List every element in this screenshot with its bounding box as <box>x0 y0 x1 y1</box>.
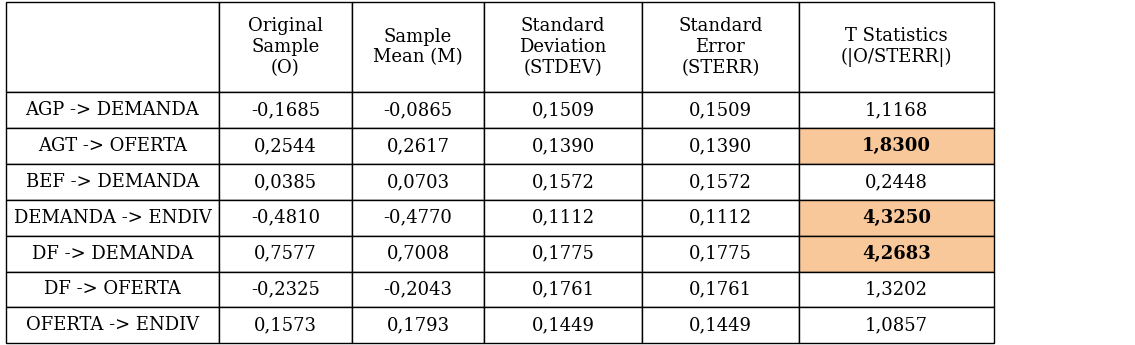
Text: 0,1761: 0,1761 <box>531 280 595 298</box>
Bar <box>219 272 352 307</box>
Bar <box>6 307 219 343</box>
Text: T Statistics
(|O/STERR|): T Statistics (|O/STERR|) <box>841 27 952 67</box>
Text: 4,3250: 4,3250 <box>863 209 931 227</box>
Bar <box>485 236 641 272</box>
Bar <box>799 272 994 307</box>
Bar <box>6 200 219 236</box>
Bar <box>6 272 219 307</box>
Bar <box>799 200 994 236</box>
Bar <box>799 92 994 128</box>
Bar <box>6 128 219 164</box>
Text: 0,1509: 0,1509 <box>689 101 751 119</box>
Text: -0,4770: -0,4770 <box>384 209 453 227</box>
Text: -0,4810: -0,4810 <box>251 209 320 227</box>
Bar <box>219 164 352 200</box>
Bar <box>799 307 994 343</box>
Text: 0,1573: 0,1573 <box>254 316 317 334</box>
Bar <box>641 200 799 236</box>
Bar <box>352 128 485 164</box>
Bar <box>352 272 485 307</box>
Text: 0,1112: 0,1112 <box>531 209 595 227</box>
Text: 0,7008: 0,7008 <box>387 245 449 263</box>
Bar <box>641 164 799 200</box>
Text: DF -> DEMANDA: DF -> DEMANDA <box>32 245 193 263</box>
Bar <box>641 236 799 272</box>
Bar <box>799 164 994 200</box>
Text: -0,2325: -0,2325 <box>251 280 320 298</box>
Text: 0,1449: 0,1449 <box>689 316 751 334</box>
Text: 0,1112: 0,1112 <box>689 209 751 227</box>
Text: 0,1761: 0,1761 <box>689 280 751 298</box>
Text: 0,0703: 0,0703 <box>387 173 449 191</box>
Text: DEMANDA -> ENDIV: DEMANDA -> ENDIV <box>14 209 211 227</box>
Text: Original
Sample
(O): Original Sample (O) <box>247 17 323 77</box>
Bar <box>6 92 219 128</box>
Text: 0,1509: 0,1509 <box>531 101 595 119</box>
Bar <box>219 128 352 164</box>
Bar <box>352 2 485 92</box>
Text: 1,3202: 1,3202 <box>865 280 928 298</box>
Bar <box>641 272 799 307</box>
Text: 0,2617: 0,2617 <box>387 137 449 155</box>
Bar <box>641 128 799 164</box>
Bar <box>6 2 219 92</box>
Bar <box>485 164 641 200</box>
Text: AGT -> OFERTA: AGT -> OFERTA <box>37 137 187 155</box>
Text: Sample
Mean (M): Sample Mean (M) <box>373 28 463 66</box>
Text: OFERTA -> ENDIV: OFERTA -> ENDIV <box>26 316 199 334</box>
Bar <box>352 200 485 236</box>
Bar <box>485 128 641 164</box>
Bar <box>485 2 641 92</box>
Text: 0,1572: 0,1572 <box>689 173 751 191</box>
Bar <box>485 200 641 236</box>
Bar <box>641 2 799 92</box>
Bar <box>799 128 994 164</box>
Bar <box>219 200 352 236</box>
Bar <box>641 307 799 343</box>
Text: BEF -> DEMANDA: BEF -> DEMANDA <box>26 173 199 191</box>
Text: Standard
Error
(STERR): Standard Error (STERR) <box>678 17 763 77</box>
Text: -0,1685: -0,1685 <box>251 101 320 119</box>
Text: 4,2683: 4,2683 <box>863 245 931 263</box>
Text: 1,1168: 1,1168 <box>865 101 928 119</box>
Text: 0,1572: 0,1572 <box>531 173 595 191</box>
Text: AGP -> DEMANDA: AGP -> DEMANDA <box>26 101 200 119</box>
Bar <box>352 92 485 128</box>
Text: -0,0865: -0,0865 <box>384 101 453 119</box>
Bar <box>485 92 641 128</box>
Text: 0,1390: 0,1390 <box>531 137 595 155</box>
Text: 0,1390: 0,1390 <box>689 137 753 155</box>
Text: -0,2043: -0,2043 <box>384 280 453 298</box>
Bar <box>799 2 994 92</box>
Text: 0,7577: 0,7577 <box>254 245 317 263</box>
Bar <box>799 236 994 272</box>
Text: 0,2544: 0,2544 <box>254 137 317 155</box>
Text: 0,1449: 0,1449 <box>531 316 595 334</box>
Bar <box>219 307 352 343</box>
Bar <box>219 236 352 272</box>
Bar <box>6 236 219 272</box>
Bar <box>641 92 799 128</box>
Text: 0,1793: 0,1793 <box>387 316 449 334</box>
Bar <box>485 272 641 307</box>
Bar <box>352 164 485 200</box>
Bar <box>352 307 485 343</box>
Bar <box>352 236 485 272</box>
Text: 0,1775: 0,1775 <box>689 245 751 263</box>
Text: 0,0385: 0,0385 <box>254 173 317 191</box>
Bar <box>485 307 641 343</box>
Bar <box>6 164 219 200</box>
Text: 0,1775: 0,1775 <box>531 245 595 263</box>
Text: 0,2448: 0,2448 <box>865 173 928 191</box>
Text: DF -> OFERTA: DF -> OFERTA <box>44 280 180 298</box>
Bar <box>219 2 352 92</box>
Text: 1,0857: 1,0857 <box>865 316 928 334</box>
Text: 1,8300: 1,8300 <box>863 137 931 155</box>
Bar <box>219 92 352 128</box>
Text: Standard
Deviation
(STDEV): Standard Deviation (STDEV) <box>520 17 607 77</box>
